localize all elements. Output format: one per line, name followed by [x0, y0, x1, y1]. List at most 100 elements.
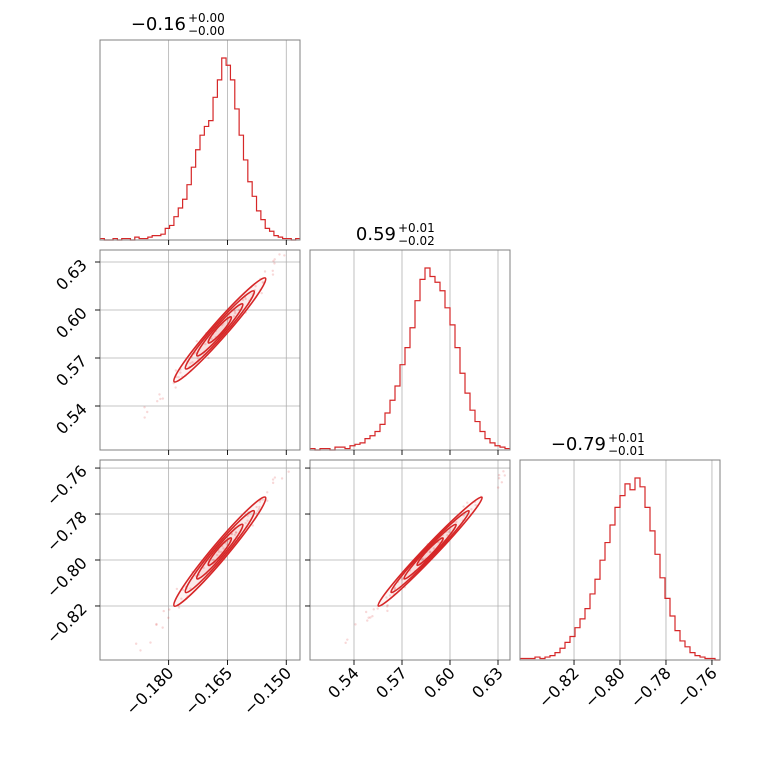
- contour-level-2: [184, 509, 256, 594]
- sample-point: [161, 626, 164, 629]
- grid-2-1: [310, 460, 510, 660]
- panel-frame-0-0: [99, 39, 301, 241]
- sample-point: [244, 297, 247, 301]
- sample-point: [386, 605, 389, 608]
- sample-point: [177, 376, 180, 379]
- sample-point: [376, 607, 379, 610]
- sample-point: [212, 558, 215, 562]
- sample-point: [189, 587, 192, 590]
- grid-2-0: [100, 460, 300, 660]
- sample-point: [496, 486, 500, 489]
- sample-point: [167, 616, 170, 619]
- sample-point: [346, 638, 349, 641]
- sample-point: [428, 550, 431, 554]
- sample-point: [385, 596, 388, 599]
- sample-point: [364, 610, 368, 614]
- sample-point: [258, 500, 262, 504]
- sample-point: [143, 406, 146, 409]
- title-lower-error: −0.01: [608, 444, 645, 458]
- sample-point: [344, 641, 347, 645]
- sample-point: [241, 298, 245, 302]
- sample-point: [432, 547, 436, 550]
- sample-point: [162, 609, 165, 613]
- sample-point: [386, 609, 389, 613]
- sample-point: [261, 280, 264, 284]
- sample-point: [287, 470, 290, 473]
- sample-point: [266, 491, 269, 494]
- sample-point: [191, 360, 194, 364]
- x-tick-label: −0.76: [673, 663, 721, 711]
- sample-point: [500, 481, 504, 484]
- sample-point: [155, 623, 158, 627]
- sample-point: [393, 587, 396, 590]
- title-upper-error: +0.01: [398, 221, 435, 235]
- panel-title-0: −0.16 +0.00−0.00: [131, 11, 225, 38]
- y-tick-label: −0.78: [43, 507, 91, 555]
- sample-point: [180, 597, 183, 600]
- y-tick-label: 0.60: [52, 303, 91, 342]
- sample-point: [143, 416, 146, 419]
- sample-point: [158, 393, 161, 396]
- panel-title-1: 0.59 +0.01−0.02: [356, 221, 435, 248]
- sample-point: [271, 481, 275, 485]
- sample-point: [429, 550, 432, 554]
- histogram-1: [310, 267, 510, 451]
- title-upper-error: +0.00: [188, 11, 225, 25]
- sample-point: [155, 622, 158, 626]
- y-tick-label: −0.82: [43, 599, 91, 647]
- sample-point: [251, 524, 254, 527]
- x-tick-label: −0.150: [240, 663, 295, 718]
- sample-point: [462, 505, 465, 508]
- y-tick-label: 0.57: [52, 351, 91, 390]
- sample-point: [372, 608, 375, 611]
- sample-point: [159, 397, 162, 401]
- sample-point: [503, 474, 506, 477]
- contour-level-0: [416, 537, 444, 567]
- sample-point: [202, 566, 205, 570]
- y-tick-label: 0.54: [52, 399, 91, 438]
- sample-point: [280, 477, 284, 480]
- x-tick-label: −0.165: [181, 663, 236, 718]
- sample-point: [255, 505, 258, 509]
- sample-point: [257, 507, 261, 511]
- sample-point: [179, 371, 182, 374]
- x-tick-label: −0.78: [627, 663, 675, 711]
- sample-point: [278, 253, 281, 256]
- contour-level-3: [172, 496, 267, 608]
- sample-point: [261, 498, 265, 501]
- sample-point: [354, 623, 357, 626]
- sample-point: [497, 473, 501, 477]
- sample-point: [388, 594, 392, 597]
- x-tick-label: −0.82: [535, 663, 583, 711]
- grid-2-2: [573, 460, 713, 660]
- sample-point: [244, 521, 247, 525]
- contour-level-1: [195, 523, 244, 580]
- title-upper-error: +0.01: [608, 431, 645, 445]
- sample-point: [422, 557, 425, 560]
- title-median: 0.59: [356, 224, 396, 245]
- panel-frame-1-1: [309, 249, 511, 451]
- sample-point: [393, 586, 397, 590]
- grid-0-0: [168, 40, 287, 240]
- x-tick-label: 0.63: [468, 663, 507, 702]
- sample-point: [447, 530, 450, 534]
- sample-point: [222, 547, 225, 550]
- contour-level-2: [184, 290, 256, 370]
- sample-point: [210, 337, 213, 340]
- sample-point: [371, 615, 374, 618]
- sample-point: [386, 603, 389, 607]
- sample-point: [266, 499, 269, 502]
- panel-title-2: −0.79 +0.01−0.01: [551, 431, 645, 458]
- contour-level-2: [390, 509, 470, 594]
- sample-point: [156, 400, 159, 403]
- sample-point: [204, 342, 207, 346]
- sample-point: [271, 478, 275, 481]
- sample-point: [273, 258, 276, 261]
- sample-point: [195, 340, 198, 343]
- sample-point: [255, 511, 258, 515]
- sample-point: [233, 310, 237, 313]
- x-tick-label: −0.180: [122, 663, 177, 718]
- sample-point: [446, 534, 449, 537]
- sample-point: [466, 501, 469, 504]
